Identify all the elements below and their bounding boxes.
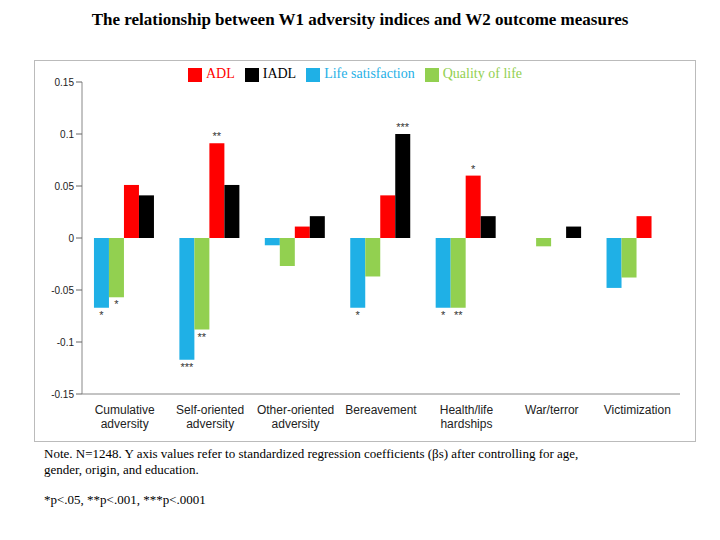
svg-text:**: ** — [198, 331, 207, 343]
svg-text:Cumulativeadversity: Cumulativeadversity — [95, 403, 155, 431]
svg-text:*: * — [114, 298, 119, 310]
svg-text:**: ** — [213, 130, 222, 142]
svg-text:**: ** — [454, 309, 463, 321]
html-text:The relationship between W1 ad: The relationship between W1 adversity in… — [91, 10, 629, 29]
svg-text:Other-orientedadversity: Other-orientedadversity — [257, 403, 334, 431]
svg-text:0: 0 — [68, 233, 74, 244]
svg-text:-0.1: -0.1 — [57, 337, 75, 348]
svg-text:*: * — [441, 309, 446, 321]
svg-text:*: * — [356, 309, 361, 321]
svg-text:War/terror: War/terror — [525, 403, 579, 417]
svg-text:Self-orientedadversity: Self-orientedadversity — [176, 403, 244, 431]
svg-text:0.1: 0.1 — [60, 129, 74, 140]
svg-text:***: *** — [396, 121, 410, 133]
html-text:Note. N=1248. Y axis values re: Note. N=1248. Y axis values refer to sta… — [44, 446, 579, 477]
html-text:ADL: ADL — [205, 66, 235, 81]
html-text:Quality of life: Quality of life — [442, 66, 522, 81]
svg-text:***: *** — [180, 361, 194, 373]
svg-text:-0.05: -0.05 — [51, 285, 74, 296]
svg-text:*: * — [471, 163, 476, 175]
html-text:*p<.05, **p<.001, ***p<.0001: *p<.05, **p<.001, ***p<.0001 — [44, 492, 206, 507]
svg-text:Health/lifehardships: Health/lifehardships — [440, 403, 494, 431]
svg-text:*: * — [99, 309, 104, 321]
html-text:IADL: IADL — [262, 66, 297, 81]
svg-text:-0.15: -0.15 — [51, 389, 74, 400]
html-text:Life satisfaction: Life satisfaction — [324, 66, 415, 81]
svg-text:Bereavement: Bereavement — [345, 403, 417, 417]
svg-text:Victimization: Victimization — [604, 403, 671, 417]
svg-text:0.05: 0.05 — [55, 181, 75, 192]
svg-text:0.15: 0.15 — [55, 77, 75, 88]
